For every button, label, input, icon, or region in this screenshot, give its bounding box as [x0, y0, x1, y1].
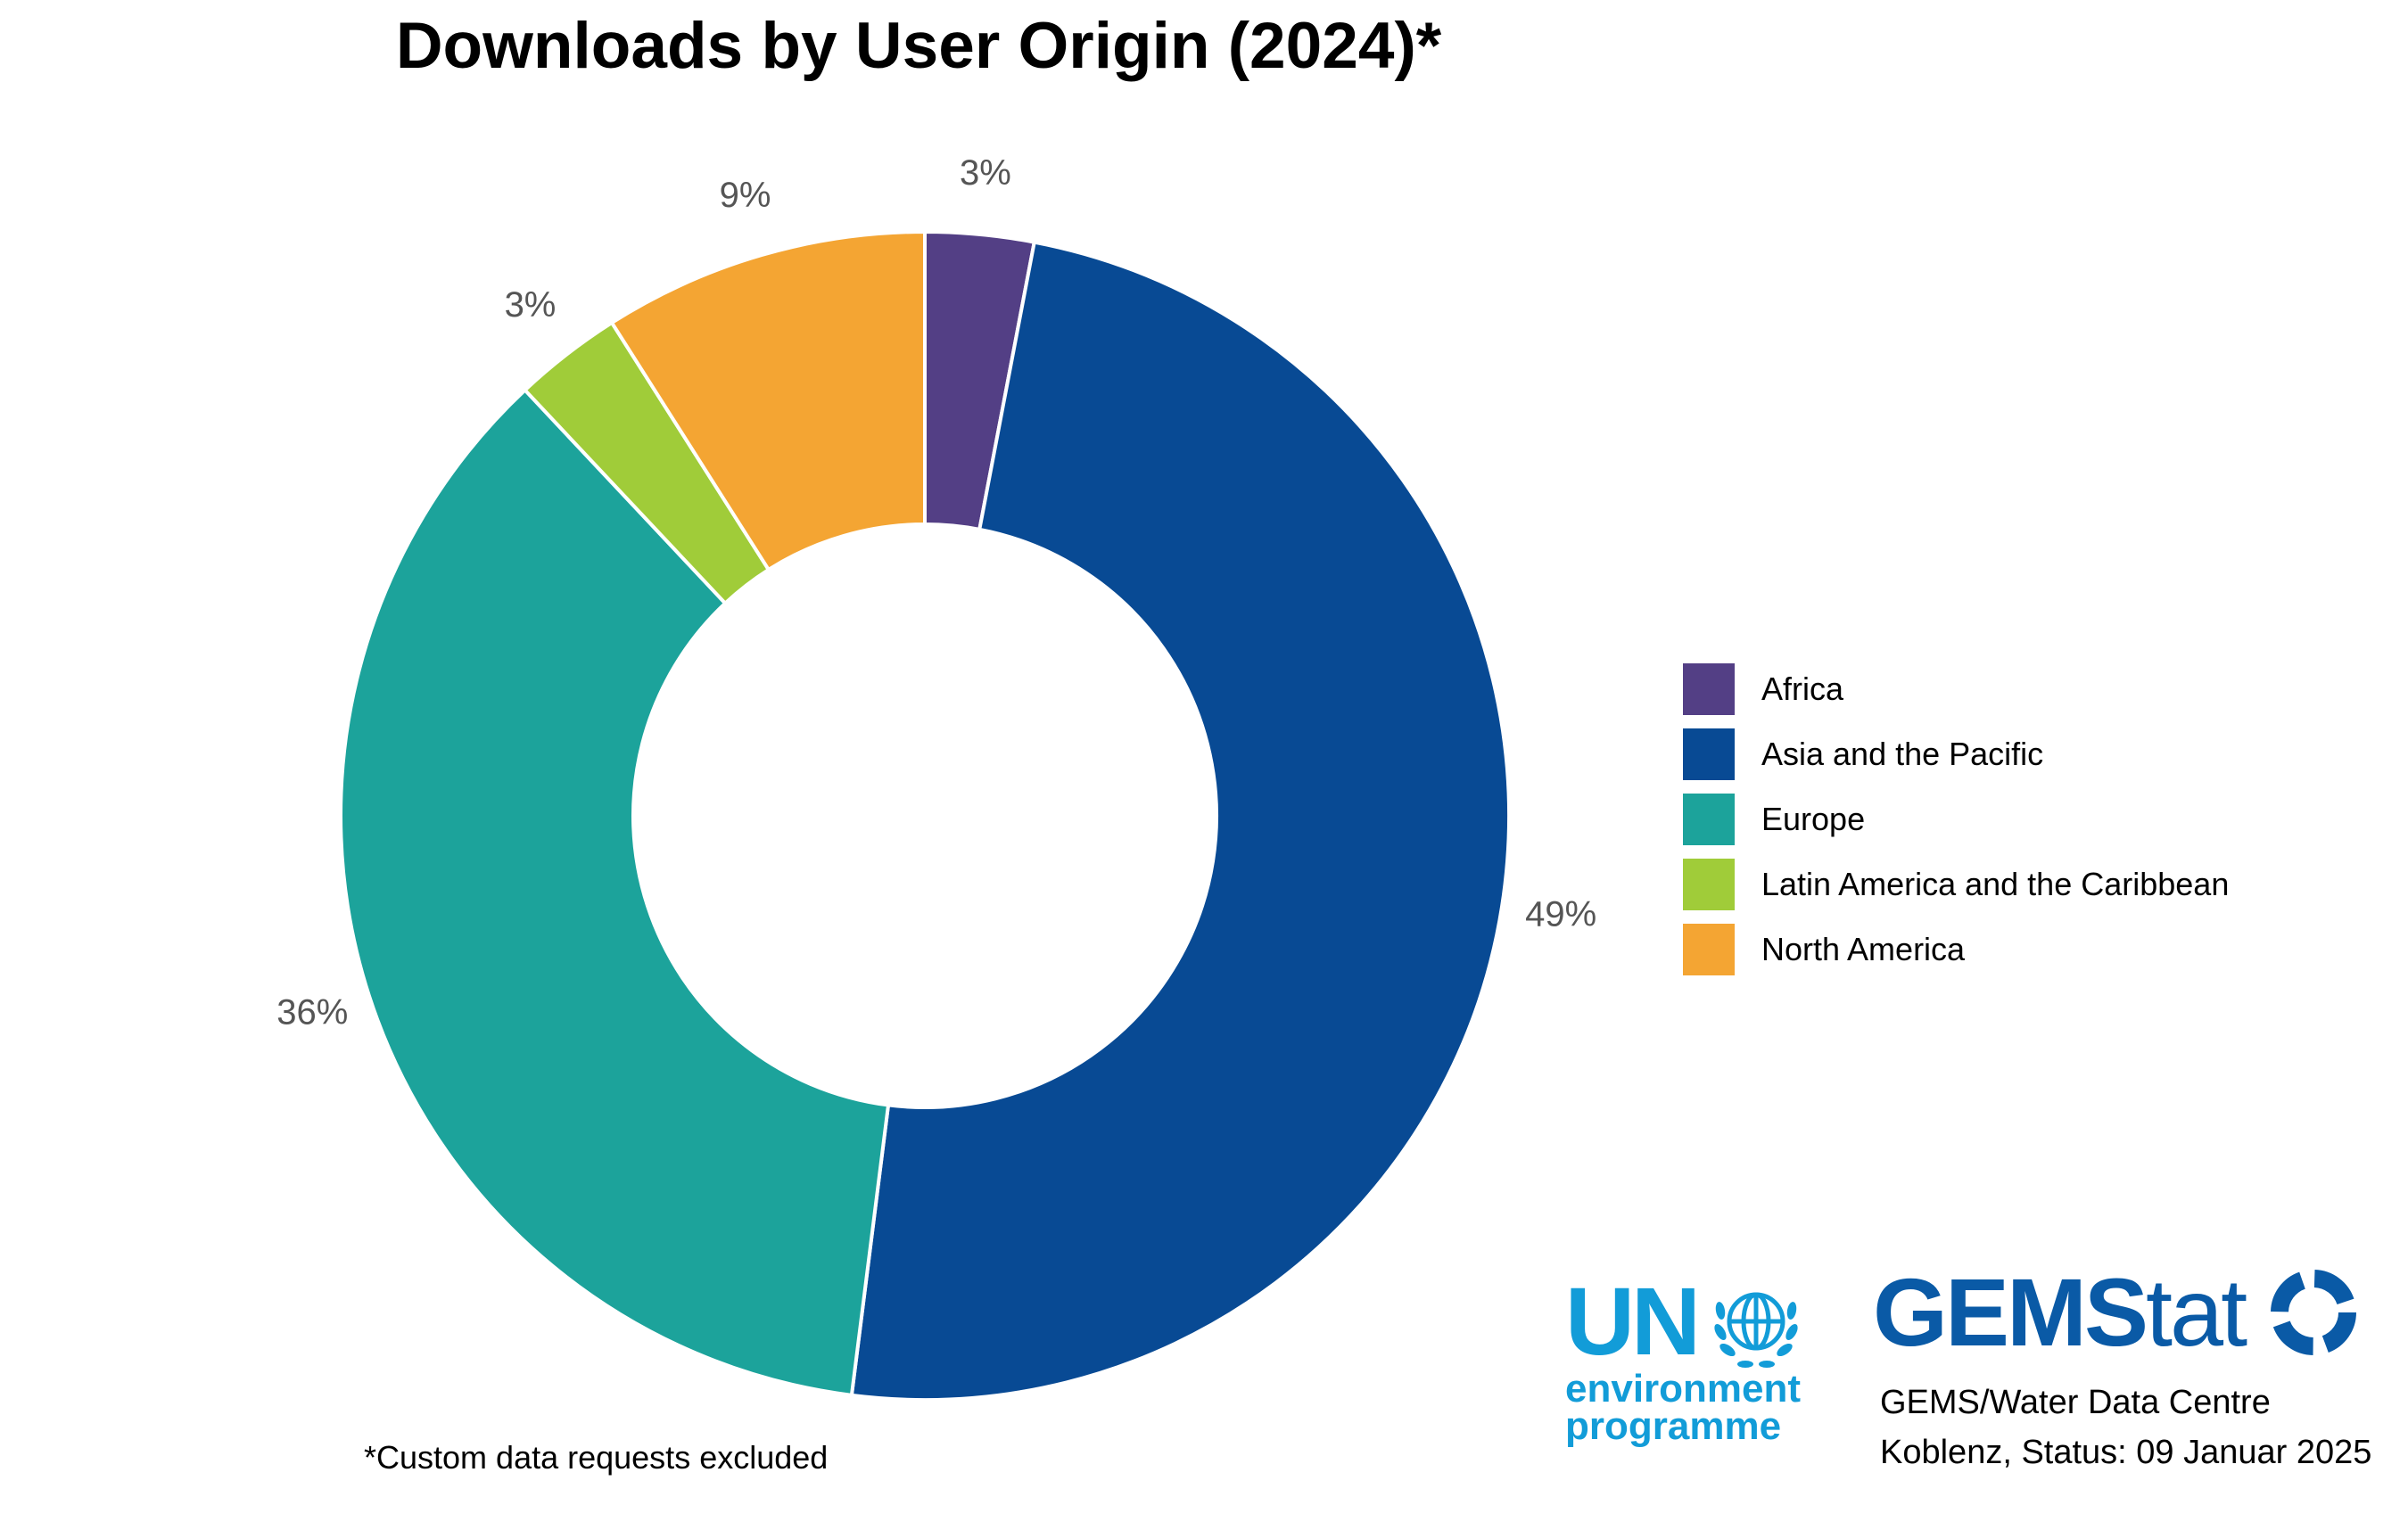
gemstat-logo: GEMStat — [1873, 1264, 2372, 1371]
slice-asia-pacific — [849, 240, 1512, 1402]
gemstat-wordmark-light: tat — [2146, 1258, 2247, 1366]
legend-label: Asia and the Pacific — [1761, 735, 2044, 772]
data-label: 9% — [720, 176, 771, 215]
un-logo-letters: UN — [1565, 1267, 1701, 1375]
data-label: 36% — [276, 993, 348, 1032]
slice-europe — [339, 387, 891, 1398]
legend-item-asia-pacific: Asia and the Pacific — [1683, 721, 2229, 786]
legend-item-africa: Africa — [1683, 656, 2229, 721]
source-line-1: GEMS/Water Data Centre — [1880, 1384, 2271, 1421]
un-logo-programme: programme — [1565, 1404, 1782, 1448]
data-label: 49% — [1525, 895, 1596, 934]
data-label: 3% — [960, 153, 1011, 193]
legend-swatch — [1683, 923, 1735, 975]
legend-item-north-america: North America — [1683, 917, 2229, 982]
legend: Africa Asia and the Pacific Europe Latin… — [1683, 656, 2229, 982]
chart-title: Downloads by User Origin (2024)* — [395, 10, 1442, 82]
un-environment-logo: UN environment programme — [1565, 1273, 1815, 1452]
footnote: *Custom data requests excluded — [364, 1439, 829, 1476]
un-logo-environment: environment — [1565, 1367, 1802, 1411]
gemstat-wordmark-bold: GEMS — [1873, 1258, 2148, 1366]
legend-label: Europe — [1761, 800, 1866, 837]
legend-item-latin-america: Latin America and the Caribbean — [1683, 851, 2229, 917]
legend-label: North America — [1761, 930, 1966, 967]
gemstat-wordmark: GEMStat — [1873, 1264, 2247, 1361]
legend-swatch — [1683, 793, 1735, 845]
legend-label: Africa — [1761, 670, 1844, 707]
legend-item-europe: Europe — [1683, 786, 2229, 851]
legend-swatch — [1683, 728, 1735, 780]
source-line-2: Koblenz, Status: 09 Januar 2025 — [1880, 1434, 2372, 1471]
un-emblem-icon — [1714, 1292, 1798, 1368]
gemstat-ring-icon — [2271, 1270, 2356, 1355]
legend-label: Latin America and the Caribbean — [1761, 865, 2230, 902]
slice-north-america — [609, 229, 927, 572]
legend-swatch — [1683, 858, 1735, 910]
data-label: 3% — [505, 285, 557, 325]
legend-swatch — [1683, 662, 1735, 715]
